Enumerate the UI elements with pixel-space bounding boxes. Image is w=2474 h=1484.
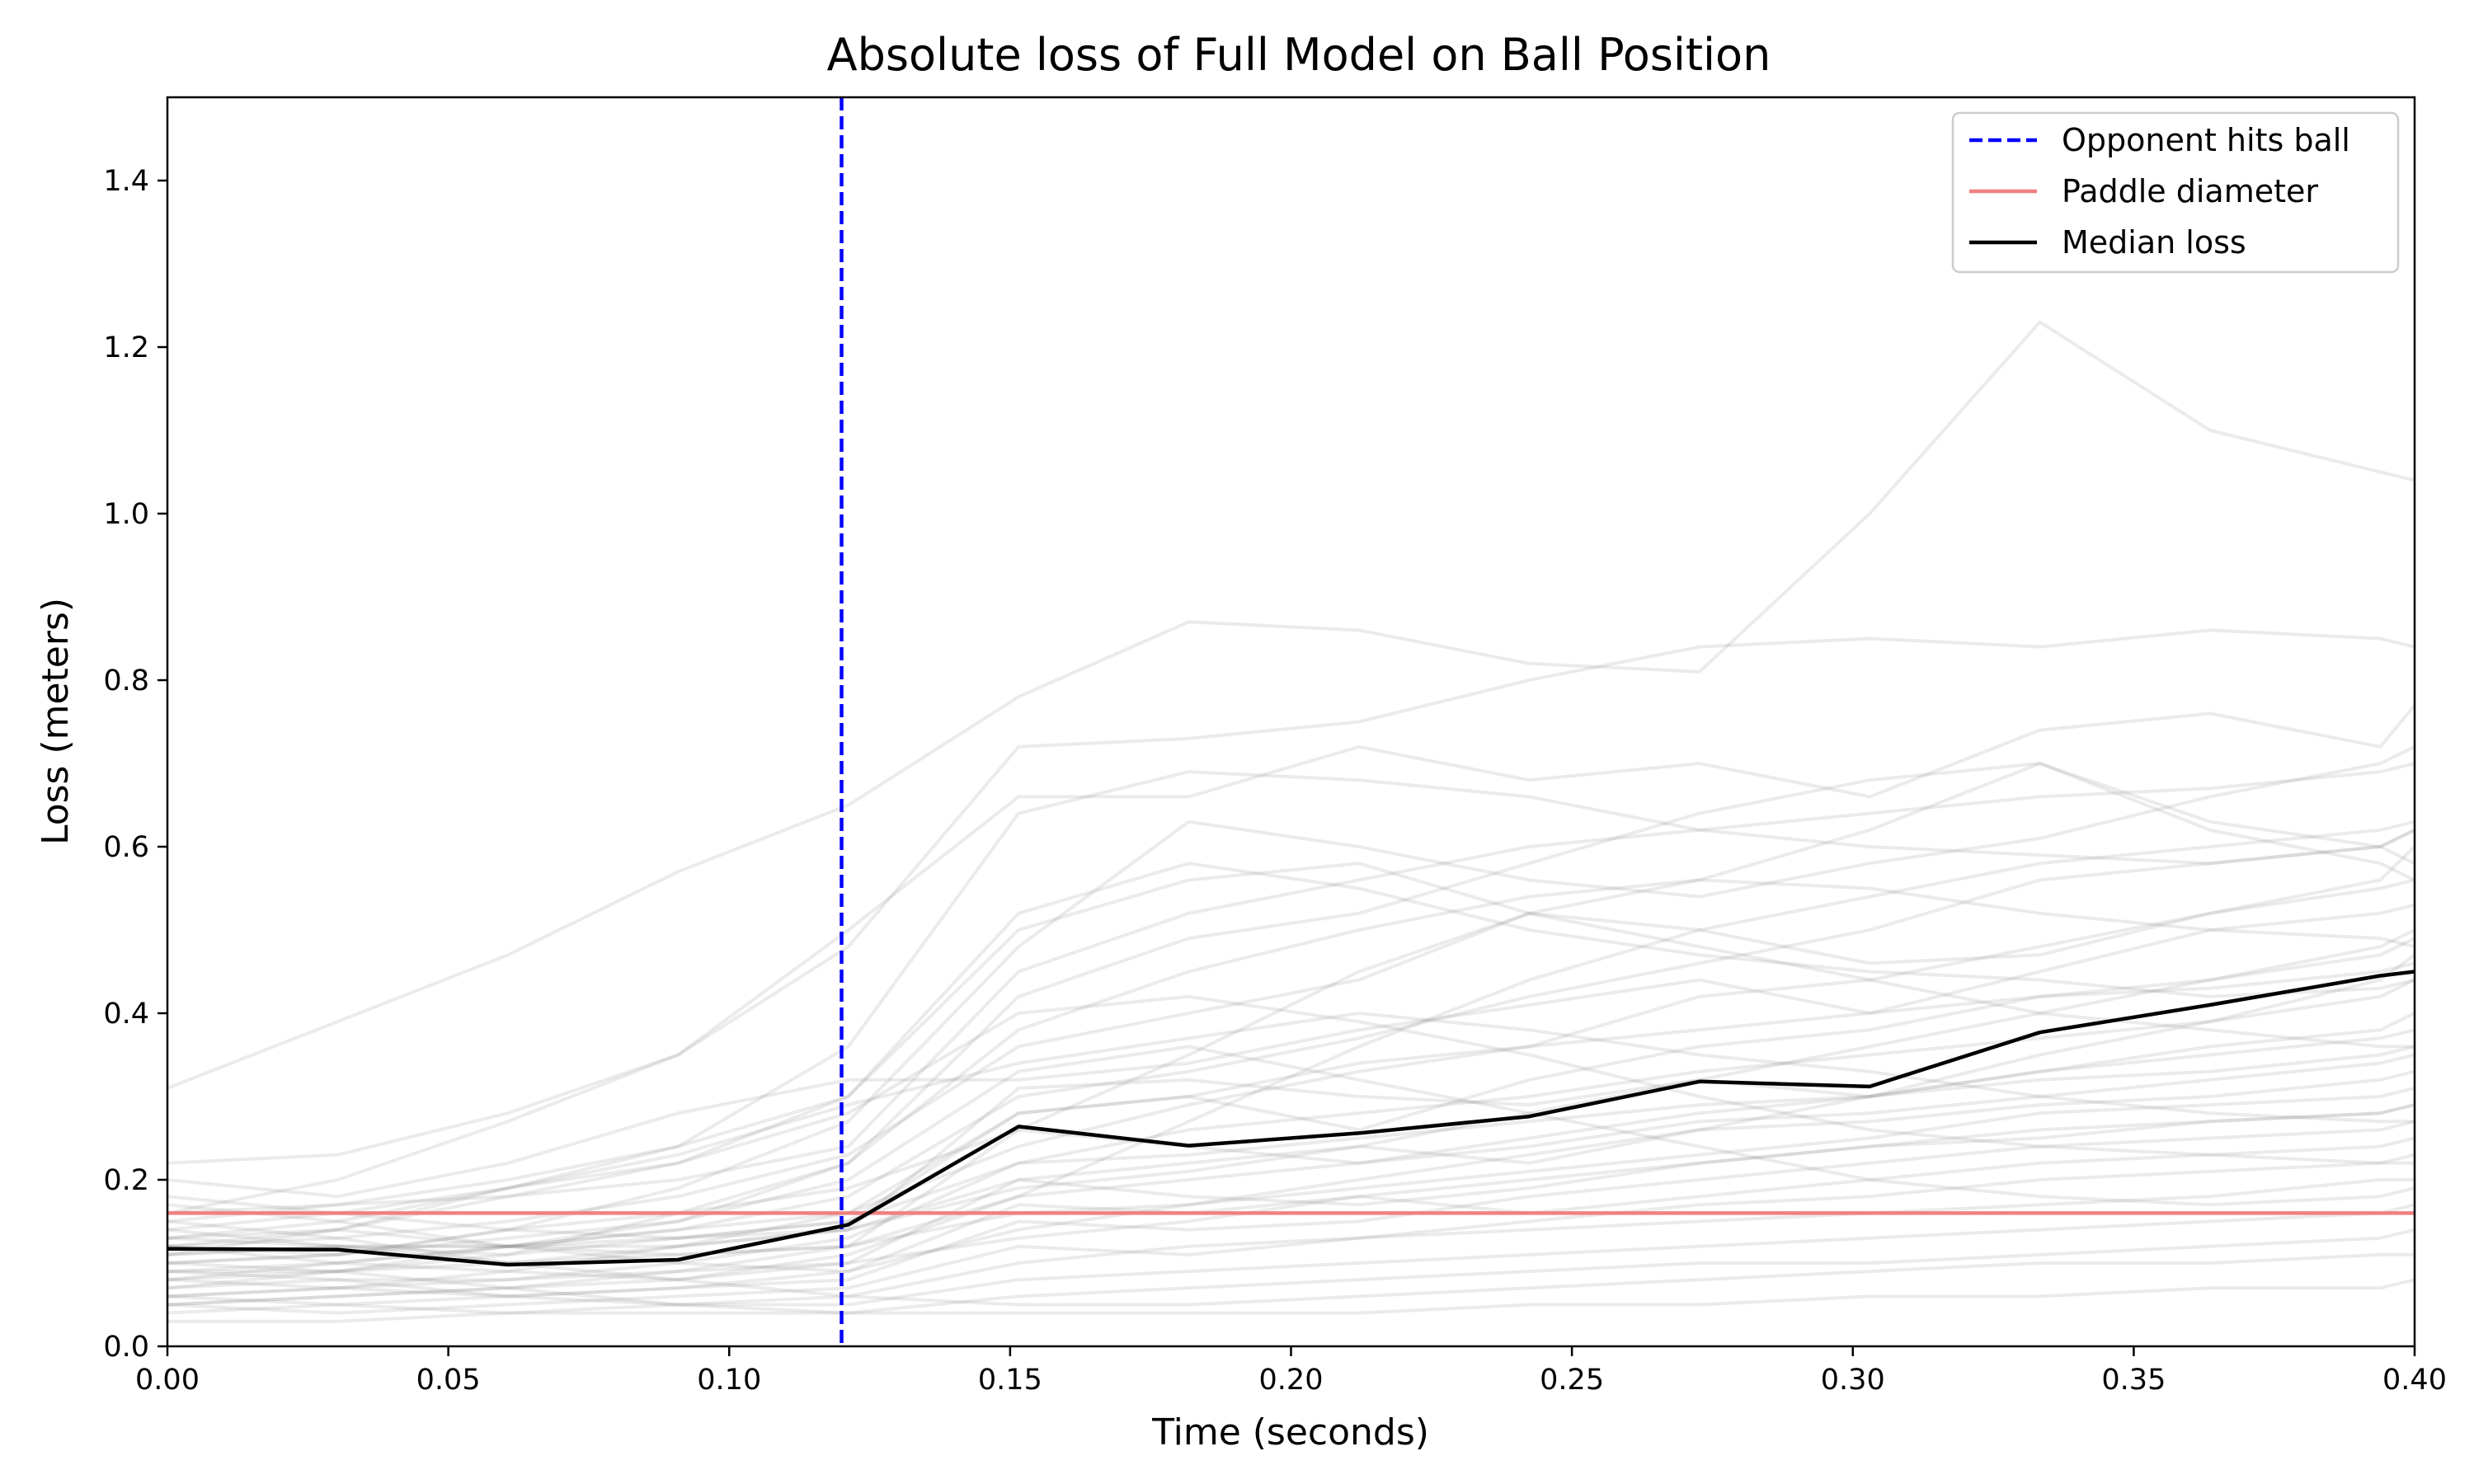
y-tick-label: 0.8 (103, 665, 149, 697)
trial-line-23 (167, 1178, 2415, 1307)
x-tick-label: 0.05 (416, 1364, 481, 1397)
median-layer (167, 970, 2415, 1267)
trial-line-26 (167, 1228, 2415, 1307)
legend-box (1951, 111, 2400, 274)
trial-line-19 (167, 1103, 2415, 1282)
trial-line-7 (167, 762, 2415, 1282)
y-tick-label: 0.0 (103, 1331, 149, 1364)
trial-line-15 (167, 1028, 2415, 1307)
trial-line-1 (167, 320, 2415, 1090)
trial-line-5 (167, 745, 2415, 1265)
y-tick-label: 0.4 (103, 998, 149, 1031)
trial-line-38 (167, 928, 2415, 1248)
trial-line-40 (167, 1103, 2415, 1298)
legend-label-2: Paddle diameter (2062, 173, 2318, 209)
trial-line-30 (167, 1045, 2415, 1265)
trial-line-12 (167, 937, 2415, 1256)
y-axis-ticks: 0.0 0.2 0.4 0.6 0.8 1.0 1.2 1.4 (103, 165, 167, 1364)
trial-line-34 (167, 762, 2415, 1215)
y-tick-label: 0.2 (103, 1164, 149, 1197)
trial-lines (167, 320, 2415, 1323)
trial-line-20 (167, 1120, 2415, 1298)
trial-line-39 (167, 953, 2415, 1256)
x-tick-label: 0.25 (1540, 1364, 1604, 1397)
trial-line-37 (167, 961, 2415, 1282)
trial-line-27 (167, 1270, 2415, 1315)
x-tick-label: 0.20 (1259, 1364, 1324, 1397)
trial-line-14 (167, 1012, 2415, 1248)
trial-line-3 (167, 704, 2415, 1215)
x-tick-label: 0.35 (2101, 1364, 2166, 1397)
trial-line-22 (167, 1153, 2415, 1315)
trial-line-35 (167, 819, 2415, 1307)
trial-line-33 (167, 911, 2415, 1256)
trial-line-28 (167, 1012, 2415, 1240)
chart-title: Absolute loss of Full Model on Ball Posi… (827, 29, 1771, 81)
x-axis-label: Time (seconds) (1151, 1411, 1429, 1453)
x-tick-label: 0.40 (2382, 1364, 2447, 1397)
trial-line-29 (167, 994, 2415, 1256)
x-tick-label: 0.15 (978, 1364, 1042, 1397)
reference-lines (167, 97, 2415, 1346)
trial-line-21 (167, 1136, 2415, 1274)
trial-line-32 (167, 878, 2415, 1290)
y-tick-label: 0.6 (103, 831, 149, 864)
trial-line-13 (167, 978, 2415, 1290)
y-tick-label: 1.2 (103, 331, 149, 364)
trial-line-9 (167, 829, 2415, 1274)
trial-line-4 (167, 770, 2415, 1248)
median-loss-line (167, 970, 2415, 1267)
y-axis-label: Loss (meters) (35, 598, 77, 845)
trial-line-16 (167, 1053, 2415, 1265)
trial-line-2 (167, 628, 2415, 1165)
plot-area (166, 96, 2416, 1348)
y-tick-label: 1.4 (103, 165, 149, 198)
legend-label-1: Opponent hits ball (2062, 122, 2350, 158)
x-axis-ticks: 0.00 0.05 0.10 0.15 0.20 0.25 0.30 0.35 0.40 (135, 1346, 2447, 1397)
x-tick-label: 0.00 (135, 1364, 200, 1397)
x-tick-label: 0.30 (1821, 1364, 1885, 1397)
trial-line-6 (167, 762, 2415, 1232)
trial-line-31 (167, 862, 2415, 1223)
legend-label-3: Median loss (2062, 224, 2246, 261)
legend: Opponent hits ball Paddle diameter Median … (1951, 111, 2400, 274)
trial-line-36 (167, 1045, 2415, 1240)
y-tick-label: 1.0 (103, 498, 149, 531)
trial-line-17 (167, 1069, 2415, 1274)
trial-line-24 (167, 1203, 2415, 1315)
x-tick-label: 0.10 (697, 1364, 761, 1397)
trial-line-25 (167, 1228, 2415, 1323)
trial-line-11 (167, 903, 2415, 1199)
trial-line-18 (167, 1086, 2415, 1315)
